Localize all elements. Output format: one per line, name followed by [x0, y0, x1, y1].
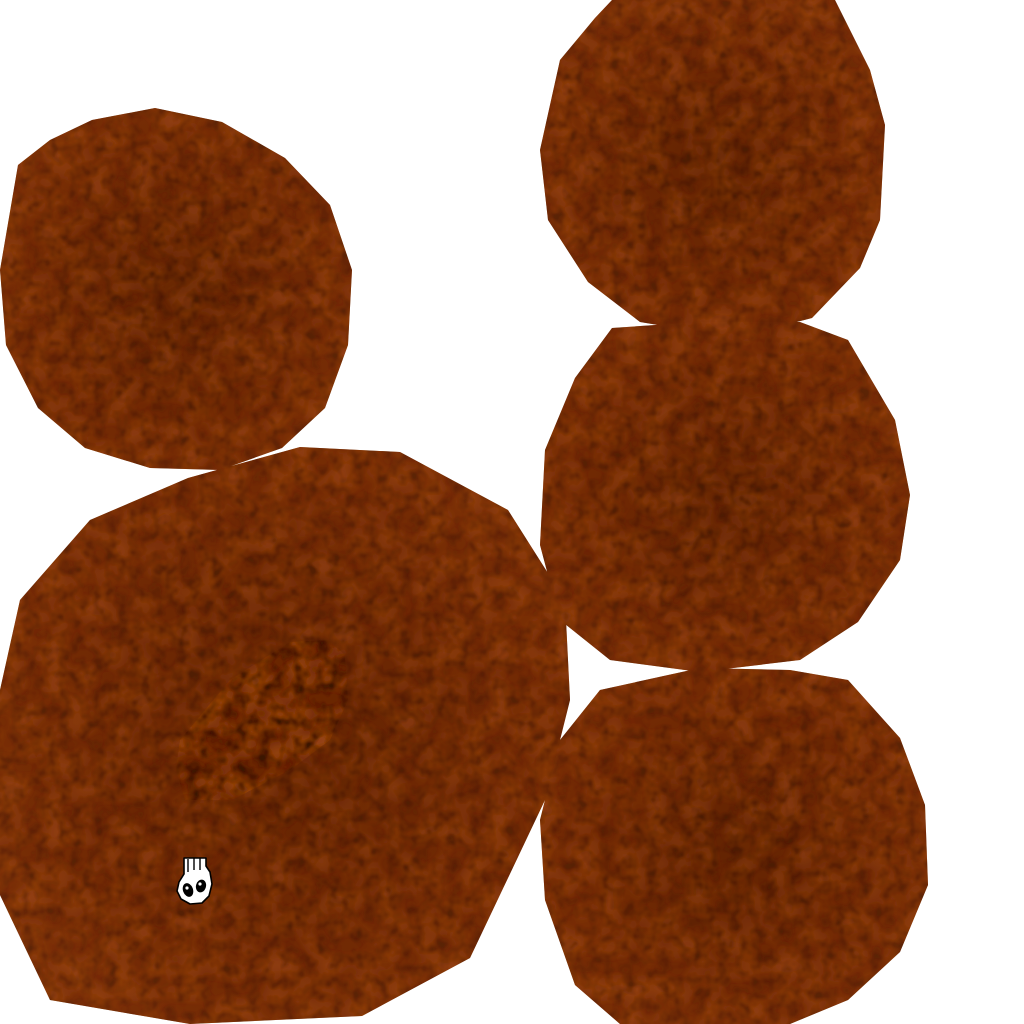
disc-top-right[interactable] — [540, 0, 885, 338]
disc-middle-right[interactable] — [540, 322, 910, 672]
torus-bottom-left[interactable] — [0, 447, 570, 1024]
shape-shading — [0, 0, 928, 1024]
disc-top-left[interactable] — [0, 108, 352, 470]
disc-bottom-right[interactable] — [540, 668, 928, 1024]
hand-grab-icon — [176, 857, 213, 905]
